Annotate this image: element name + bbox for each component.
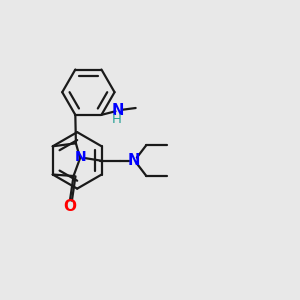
Text: O: O	[64, 200, 76, 214]
Text: N: N	[75, 150, 86, 164]
Text: N: N	[112, 103, 124, 118]
Text: N: N	[128, 153, 140, 168]
Text: H: H	[111, 113, 121, 126]
